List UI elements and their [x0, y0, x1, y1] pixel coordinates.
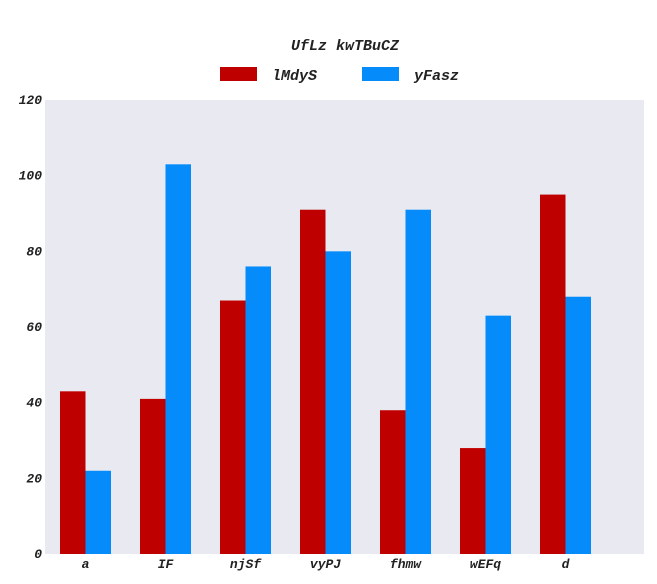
chart-title: UfLz kwTBuCZ — [291, 38, 400, 55]
bar-yfasz-a — [85, 470, 111, 554]
bar-lmdys-a — [60, 391, 86, 554]
bar-lmdys-wefq — [460, 448, 486, 554]
bar-lmdys-njsf — [220, 300, 246, 554]
bar-yfasz-d — [565, 296, 591, 554]
bar-lmdys-d — [540, 194, 566, 555]
bar-lmdys-vypj — [300, 209, 326, 554]
y-tick-label: 80 — [26, 244, 42, 259]
y-axis: 0 20 40 60 80 100 120 — [19, 93, 43, 562]
legend-swatch-yfasz — [362, 67, 399, 81]
x-tick-label: fhmw — [390, 557, 422, 572]
x-tick-label: d — [562, 557, 571, 572]
y-tick-label: 20 — [26, 471, 42, 486]
y-tick-label: 120 — [19, 93, 43, 108]
x-axis: a IF njSf vyPJ fhmw wEFq d — [82, 557, 571, 572]
x-tick-label: wEFq — [470, 557, 501, 572]
x-tick-label: vyPJ — [310, 557, 341, 572]
legend-label-yfasz: yFasz — [413, 68, 459, 85]
x-tick-label: a — [82, 557, 90, 572]
bars — [60, 164, 591, 555]
bar-yfasz-if — [165, 164, 191, 555]
y-tick-label: 100 — [19, 169, 43, 184]
y-tick-label: 60 — [26, 320, 42, 335]
y-tick-label: 0 — [34, 547, 42, 562]
legend: lMdyS yFasz — [220, 67, 459, 85]
legend-label-lmdys: lMdyS — [272, 68, 317, 85]
bar-yfasz-wefq — [485, 315, 511, 554]
bar-lmdys-if — [140, 398, 166, 554]
x-tick-label: njSf — [230, 557, 262, 572]
legend-swatch-lmdys — [220, 67, 257, 81]
y-tick-label: 40 — [26, 396, 42, 411]
bar-yfasz-njsf — [245, 266, 271, 554]
bar-yfasz-fhmw — [405, 209, 431, 554]
x-tick-label: IF — [158, 557, 175, 572]
bar-yfasz-vypj — [325, 251, 351, 555]
bar-lmdys-fhmw — [380, 410, 406, 554]
